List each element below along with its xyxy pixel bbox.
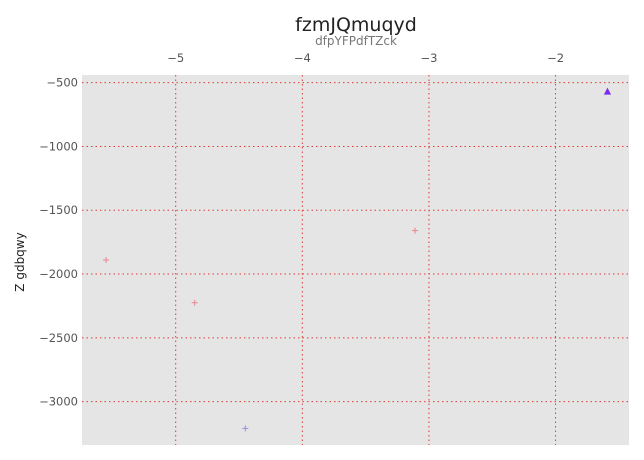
y-tick-label: −500: [46, 76, 78, 90]
data-point: [412, 227, 419, 234]
data-point: [103, 257, 110, 263]
x-tick-label: −5: [167, 51, 184, 65]
y-tick-label: −1500: [39, 203, 78, 217]
y-axis-label: Z gdbqwy: [13, 232, 27, 291]
x-tick-labels: −5 −4 −3 −2: [167, 51, 564, 65]
y-tick-label: −1000: [39, 139, 78, 153]
x-tick-label: −4: [294, 51, 311, 65]
y-tick-labels: −500 −1000 −1500 −2000 −2500 −3000: [39, 76, 78, 409]
x-tick-label: −3: [420, 51, 437, 65]
grid-lines: [82, 75, 629, 445]
data-points: [103, 87, 612, 432]
y-tick-label: −3000: [39, 395, 78, 409]
data-point: [603, 87, 612, 95]
chart-title: fzmJQmuqyd: [295, 14, 417, 36]
data-point: [242, 425, 249, 432]
chart-subtitle: dfpYFPdfTZck: [315, 34, 397, 48]
y-tick-label: −2000: [39, 267, 78, 281]
plot-area: [82, 75, 629, 445]
y-tick-label: −2500: [39, 331, 78, 345]
data-point: [191, 299, 198, 306]
x-tick-label: −2: [547, 51, 564, 65]
